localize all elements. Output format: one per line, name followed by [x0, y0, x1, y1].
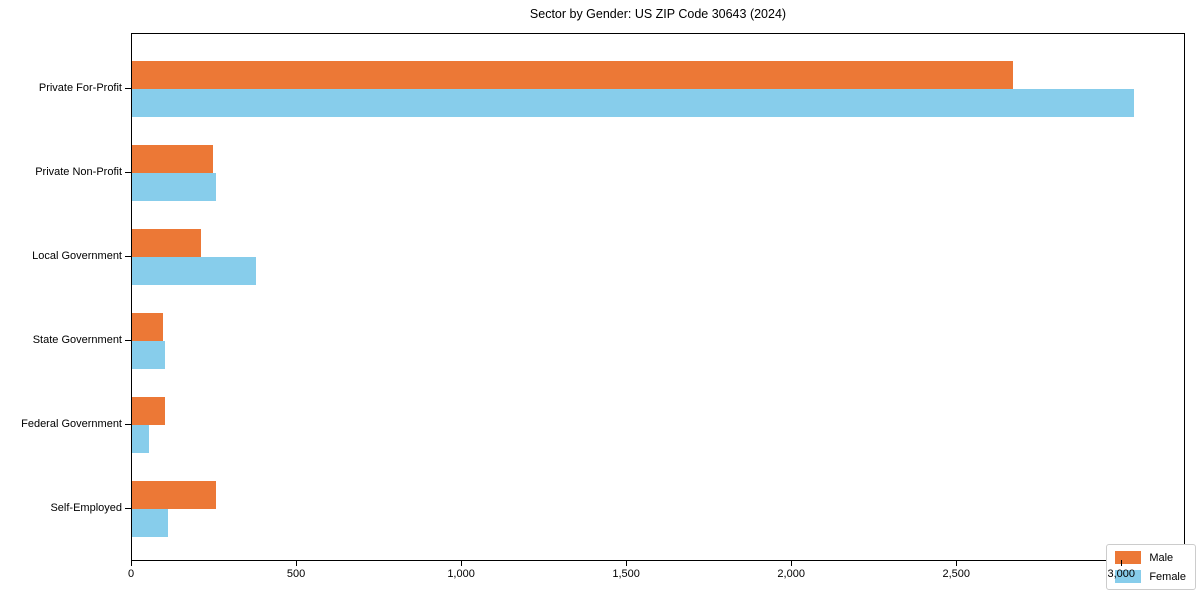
y-tick-label: Private For-Profit — [38, 82, 122, 94]
bar-male-2 — [132, 145, 213, 173]
x-axis-tick — [131, 560, 133, 566]
bar-female-1 — [132, 89, 1134, 117]
bar-male-5 — [132, 397, 165, 425]
x-tick-label: 500 — [286, 568, 306, 580]
y-axis-tick — [125, 172, 131, 174]
x-tick-label: 3,000 — [1107, 568, 1136, 580]
x-tick-label: 2,500 — [942, 568, 970, 580]
x-tick-label: 0 — [127, 568, 135, 580]
x-tick-label: 1,000 — [447, 568, 475, 580]
y-axis-tick — [125, 340, 131, 342]
y-tick-label: Self-Employed — [50, 502, 122, 514]
x-axis-tick — [791, 560, 793, 566]
y-tick-label: State Government — [32, 334, 122, 346]
legend-item-male: Male — [1115, 551, 1186, 564]
y-axis-tick — [125, 508, 131, 510]
bar-male-6 — [132, 481, 217, 509]
y-axis-tick — [125, 256, 131, 258]
bar-female-4 — [132, 341, 165, 369]
x-axis-tick — [956, 560, 958, 566]
x-axis-tick — [1121, 560, 1123, 566]
bar-female-2 — [132, 173, 217, 201]
legend-label: Female — [1149, 570, 1186, 583]
legend-swatch-female — [1115, 570, 1142, 583]
bar-male-4 — [132, 313, 164, 341]
plot-area — [131, 33, 1185, 561]
y-tick-label: Local Government — [32, 250, 122, 262]
x-tick-label: 2,000 — [777, 568, 805, 580]
bar-male-1 — [132, 61, 1014, 89]
legend-label: Male — [1149, 551, 1174, 564]
bar-female-6 — [132, 509, 169, 537]
legend-swatch-male — [1115, 551, 1142, 564]
x-axis-tick — [461, 560, 463, 566]
x-tick-label: 1,500 — [612, 568, 640, 580]
x-axis-tick — [626, 560, 628, 566]
x-axis-tick — [296, 560, 298, 566]
y-axis-tick — [125, 88, 131, 90]
bar-male-3 — [132, 229, 202, 257]
y-axis-labels: Private For-Profit Private Non-Profit Loca… — [0, 33, 122, 561]
y-tick-label: Federal Government — [21, 418, 122, 430]
legend-item-female: Female — [1115, 570, 1186, 583]
legend: Male Female — [1106, 544, 1196, 590]
y-axis-tick — [125, 424, 131, 426]
chart-title: Sector by Gender: US ZIP Code 30643 (202… — [529, 7, 787, 21]
bar-female-3 — [132, 257, 256, 285]
y-tick-label: Private Non-Profit — [35, 166, 122, 178]
bar-female-5 — [132, 425, 149, 453]
